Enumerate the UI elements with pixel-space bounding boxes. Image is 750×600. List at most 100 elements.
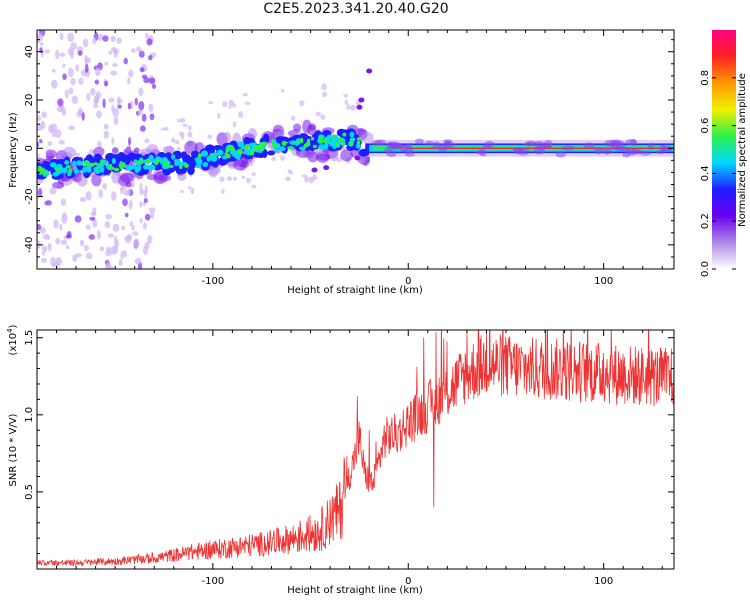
spectrogram-blob [355, 143, 361, 149]
spectrogram-noise-mark [139, 218, 143, 224]
y-tick-label: -20 [24, 188, 35, 204]
spectrogram-noise-mark [148, 54, 153, 61]
spectrogram-noise-mark [95, 67, 101, 77]
spectrogram-noise-mark [71, 95, 78, 105]
spectrogram-blob [178, 164, 183, 169]
spectrogram-blob [119, 160, 123, 167]
spectrogram-noise-mark [151, 83, 157, 89]
spectrogram-noise-mark [37, 223, 42, 231]
spectrogram-blob [96, 165, 101, 169]
spectrogram-noise-mark [60, 239, 68, 246]
spectrogram-blob [299, 137, 304, 144]
spectrogram-blob [238, 148, 242, 153]
spectrogram-noise-mark [64, 89, 69, 99]
spectrogram-blob [318, 144, 326, 150]
spectrogram-blob [340, 142, 346, 146]
spectrogram-noise-mark [241, 175, 246, 180]
spectrogram-blob [356, 140, 361, 145]
y-tick-label: 0.5 [24, 484, 35, 500]
spectrogram-noise-mark [111, 137, 115, 145]
spectrogram-halo-mark [316, 153, 331, 161]
spectrogram-noise-mark [144, 138, 150, 144]
spectrogram-noise-mark [134, 97, 138, 106]
spectrogram-halo-mark [479, 149, 488, 157]
colorbar-gradient [712, 30, 736, 269]
spectrogram-noise-mark [84, 63, 89, 73]
spectrogram-noise-mark [59, 32, 64, 41]
spectrogram-halo-mark [648, 142, 655, 150]
x-tick-label: 0 [405, 276, 411, 287]
spectrogram-blob [323, 138, 329, 144]
spectrogram-noise-mark [138, 50, 145, 58]
spectrogram-noise-mark [315, 111, 322, 117]
spectrogram-noise-mark [59, 223, 63, 231]
spectrogram-noise-mark [45, 200, 52, 206]
spectrogram-noise-mark [176, 146, 181, 152]
spectrogram-outlier [311, 167, 318, 173]
spectrogram-noise-mark [271, 156, 277, 162]
spectrogram-blob [358, 148, 370, 157]
spectrogram-blob [210, 155, 218, 162]
spectrogram-blob [81, 167, 87, 174]
spectrogram-noise-mark [55, 256, 63, 266]
snr-panel: -100 0 100 0.5 1.0 1.5 Height of straight lin… [6, 324, 675, 596]
colorbar-tick-label: 0.2 [700, 213, 711, 229]
snr-y-label: SNR (10 * V/V) [8, 413, 19, 486]
spectrogram-blob [155, 159, 159, 166]
spectrogram-noise-mark [242, 92, 248, 97]
spectrogram-noise-mark [55, 49, 60, 60]
spectrogram-noise-mark [110, 35, 116, 43]
spectrogram-noise-mark [74, 215, 82, 223]
spectrogram-noise-mark [57, 98, 64, 107]
spectrogram-blob [197, 153, 202, 159]
spectrogram-noise-mark [145, 32, 149, 40]
spectrogram-blob [147, 164, 156, 171]
spectrogram-halo-mark [233, 159, 247, 171]
spectrogram-blob [259, 146, 265, 152]
spectrogram-noise-mark [221, 188, 225, 195]
spectrogram-blob [68, 169, 73, 174]
spectrogram-noise-mark [290, 115, 296, 121]
spectrogram-blob [113, 167, 120, 172]
spectrogram-blob [65, 165, 71, 169]
spectrogram-blob [136, 160, 141, 165]
spectrogram-noise-mark [139, 67, 145, 73]
spectrogram-noise-mark [58, 140, 65, 145]
spectrogram-noise-mark [92, 219, 98, 228]
spectrogram-halo-mark [593, 146, 604, 155]
spectrogram-blob [111, 157, 116, 165]
spectrogram-noise-mark [55, 129, 62, 139]
spectrogram-blob [267, 150, 276, 156]
spectrogram-blob [221, 155, 228, 160]
spectrogram-blob [202, 161, 209, 168]
spectrogram-noise-mark [107, 233, 115, 238]
spectrogram-noise-mark [177, 118, 181, 123]
spectrogram-noise-mark [102, 35, 109, 42]
spectrogram-noise-mark [84, 55, 88, 64]
spectrogram-blob [82, 161, 88, 165]
spectrogram-blob [338, 137, 344, 142]
spectrogram-halo-mark [404, 143, 412, 150]
spectrogram-noise-mark [131, 48, 136, 53]
spectrogram-noise-mark [141, 74, 148, 79]
spectrogram-noise-mark [97, 140, 102, 149]
spectrogram-halo-mark [404, 151, 415, 157]
spectrogram-halo-mark [414, 138, 424, 145]
spectrogram-noise-mark [232, 121, 237, 128]
spectrogram-noise-mark [93, 103, 99, 109]
spectrogram-noise-mark [122, 198, 128, 207]
spectrogram-blob [262, 133, 270, 144]
spectrogram-noise-mark [216, 112, 221, 119]
spectrogram-noise-mark [108, 97, 115, 103]
spectrogram-noise-mark [115, 239, 119, 248]
spectrogram-noise-mark [85, 252, 93, 260]
spectrogram-noise-mark [42, 245, 48, 253]
spectrogram-noise-mark [251, 172, 256, 177]
spectrogram-halo-mark [443, 141, 455, 149]
spectrogram-noise-mark [150, 211, 155, 219]
spectrogram-blob [78, 161, 84, 166]
spectrogram-noise-mark [221, 101, 228, 108]
spectrogram-halo-mark [639, 150, 652, 156]
spectrogram-noise-mark [232, 103, 236, 108]
spectrogram-noise-mark [37, 141, 40, 148]
